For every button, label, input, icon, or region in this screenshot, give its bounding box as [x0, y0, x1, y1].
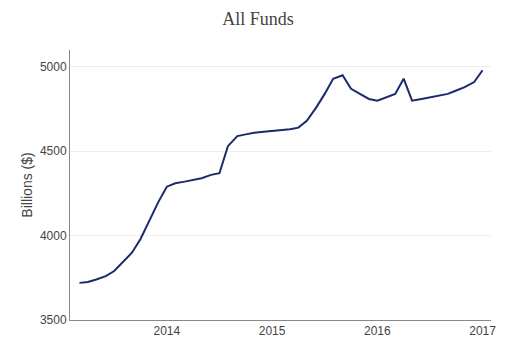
svg-text:4500: 4500 — [40, 144, 67, 158]
svg-text:Billions ($): Billions ($) — [19, 152, 35, 217]
svg-text:All Funds: All Funds — [222, 9, 294, 29]
svg-text:2016: 2016 — [364, 324, 391, 338]
svg-text:2015: 2015 — [259, 324, 286, 338]
svg-text:5000: 5000 — [40, 60, 67, 74]
svg-text:3500: 3500 — [40, 313, 67, 327]
svg-text:2017: 2017 — [469, 324, 496, 338]
svg-text:4000: 4000 — [40, 229, 67, 243]
svg-text:2014: 2014 — [153, 324, 180, 338]
